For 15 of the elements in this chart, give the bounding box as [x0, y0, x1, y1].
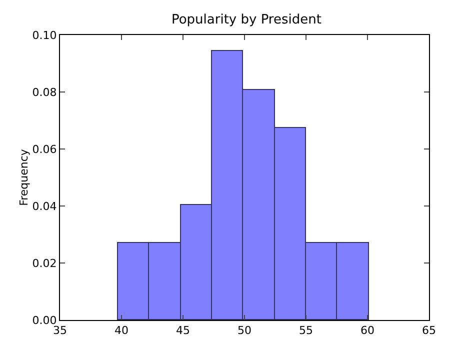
y-tick-label: 0.04	[32, 200, 57, 213]
chart-title: Popularity by President	[171, 12, 322, 28]
x-tick-label: 50	[238, 324, 252, 338]
x-tick-label: 35	[53, 324, 67, 338]
x-tick-label: 65	[422, 324, 436, 338]
x-tick-label: 40	[114, 324, 128, 338]
y-tick-label: 0.06	[32, 142, 57, 156]
y-axis-title: Frequency	[17, 148, 30, 206]
x-tick-label: 60	[360, 324, 374, 338]
y-tick-label: 0.02	[32, 256, 57, 270]
y-tick-label: 0.08	[32, 86, 57, 99]
y-tick-label: 0.10	[32, 28, 57, 42]
x-tick-label: 45	[176, 324, 190, 338]
x-tick-label: 55	[299, 324, 313, 338]
y-tick-label: 0.00	[32, 314, 57, 327]
